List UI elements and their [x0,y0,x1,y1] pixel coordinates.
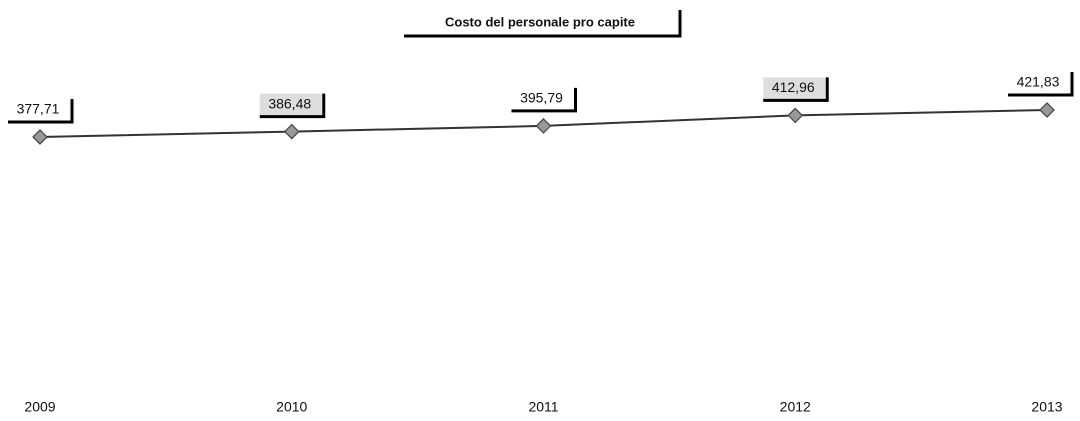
marker [787,107,804,124]
data-label: 386,48 [268,95,311,111]
label-shadow [259,93,326,119]
x-tick-label: 2010 [276,399,307,415]
label-shadow [1008,71,1074,97]
x-tick-label: 2013 [1031,399,1062,415]
marker [283,123,300,140]
data-label: 377,71 [17,101,60,117]
label-box [259,93,322,116]
marker [32,129,48,145]
chart-title: Costo del personale pro capite [445,14,635,29]
title-box [404,10,678,36]
label-box [511,87,574,110]
x-tick-label: 2012 [780,399,811,415]
title-shadow [404,10,682,38]
data-label: 412,96 [772,79,815,95]
data-label: 395,79 [520,90,563,106]
label-box [8,98,70,121]
data-label: 421,83 [1017,74,1060,90]
marker [535,118,552,134]
label-shadow [511,87,577,113]
x-tick-label: 2011 [528,399,558,415]
x-tick-label: 2009 [24,399,55,415]
label-shadow [8,98,74,124]
label-box [1008,71,1070,94]
label-shadow [763,77,829,102]
marker [1039,102,1055,118]
label-box [763,77,826,100]
